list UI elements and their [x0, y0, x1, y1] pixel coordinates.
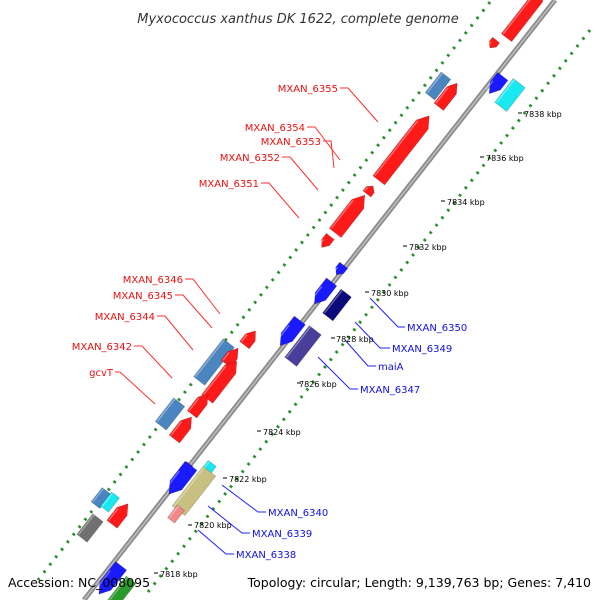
gene-arrow: [94, 561, 128, 595]
gene-arrow: [500, 0, 544, 43]
accession-text: Accession: NC_008095: [8, 575, 150, 590]
gene-arrow: [275, 315, 306, 347]
forward-gene-labels: MXAN_6355 MXAN_6354 MXAN_6353 MXAN_6352 …: [72, 84, 338, 379]
tick-label: 7828 kbp: [336, 335, 374, 344]
gene-label: MXAN_6345: [113, 291, 173, 302]
reverse-strand-genes: [94, 71, 526, 600]
tick-label: 7822 kbp: [229, 475, 267, 484]
gene-label: MXAN_6346: [123, 275, 183, 286]
gene-label: MXAN_6342: [72, 342, 132, 353]
map-title: Myxococcus xanthus DK 1622, complete gen…: [137, 12, 458, 27]
gene-box: [103, 575, 137, 600]
gene-box: [154, 397, 186, 431]
gene-label: MXAN_6354: [245, 123, 305, 134]
label-leader-lines-blue: [197, 297, 405, 555]
genome-stats-text: Topology: circular; Length: 9,139,763 bp…: [247, 575, 591, 590]
tick-label: 7826 kbp: [299, 380, 337, 389]
gene-arrow: [106, 503, 129, 529]
gene-label: gcvT: [89, 368, 114, 379]
gene-label: maiA: [378, 362, 404, 373]
gene-arrow: [487, 36, 501, 49]
gene-label: MXAN_6344: [95, 312, 155, 323]
reverse-gene-labels: MXAN_6350 MXAN_6349 maiA MXAN_6347 MXAN_…: [236, 323, 467, 561]
tick-label: 7838 kbp: [524, 110, 562, 119]
gene-label: MXAN_6353: [261, 137, 321, 148]
coordinate-ticks: 7818 kbp 7820 kbp 7822 kbp 7824 kbp 7826…: [160, 110, 562, 579]
gene-arrow: [362, 185, 375, 198]
gene-arrow: [310, 277, 338, 305]
gene-label: MXAN_6355: [278, 84, 338, 95]
gene-label: MXAN_6349: [392, 344, 452, 355]
gene-box: [167, 504, 185, 524]
gene-arrow: [201, 360, 238, 404]
gene-box: [284, 325, 322, 367]
tick-label: 7820 kbp: [194, 521, 232, 530]
gene-label: MXAN_6339: [252, 529, 312, 540]
gene-box: [322, 288, 352, 322]
tick-label: 7818 kbp: [160, 570, 198, 579]
gene-label: MXAN_6347: [360, 385, 420, 396]
gene-arrow: [333, 261, 349, 276]
forward-strand-genes: [76, 0, 544, 543]
gene-arrow: [168, 416, 192, 444]
gene-label: MXAN_6350: [407, 323, 467, 334]
gene-arrow: [164, 460, 198, 495]
gene-label: MXAN_6340: [268, 508, 328, 519]
gene-arrow: [433, 82, 458, 111]
gene-box: [193, 338, 235, 386]
gene-arrow: [318, 232, 335, 248]
tick-label: 7836 kbp: [486, 154, 524, 163]
gene-label: MXAN_6338: [236, 550, 296, 561]
gene-arrow: [328, 194, 366, 238]
gene-box: [76, 513, 104, 543]
gene-box: [494, 78, 526, 112]
tick-label: 7834 kbp: [447, 198, 485, 207]
tick-label: 7832 kbp: [409, 243, 447, 252]
gene-arrow: [239, 330, 256, 350]
gene-arrow: [372, 115, 430, 186]
gene-arrow: [186, 393, 209, 419]
gene-label: MXAN_6351: [199, 179, 259, 190]
gene-label: MXAN_6352: [220, 153, 280, 164]
label-leader-lines-red: [115, 87, 379, 405]
gene-box: [100, 491, 120, 513]
tick-label: 7824 kbp: [263, 428, 301, 437]
tick-label: 7830 kbp: [371, 289, 409, 298]
gene-box: [424, 71, 452, 101]
tick-marks: [154, 112, 522, 574]
gene-arrow: [485, 71, 509, 95]
